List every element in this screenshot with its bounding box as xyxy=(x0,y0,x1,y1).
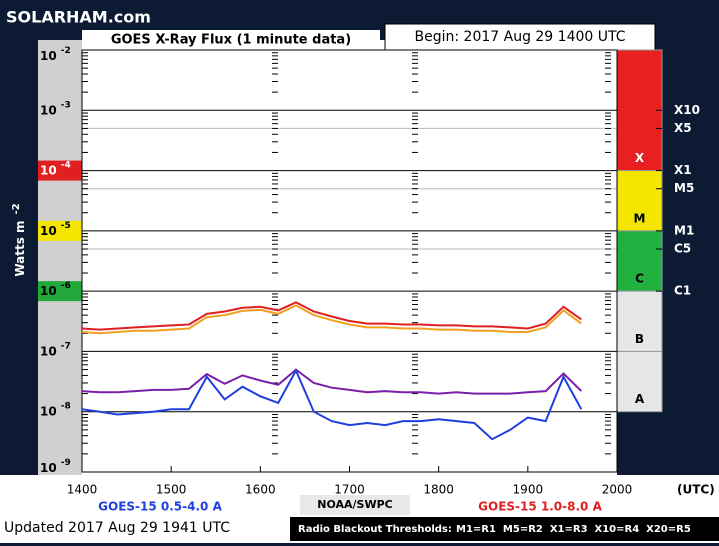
y-tick-label: 10 -9 xyxy=(40,458,71,475)
y-tick-exp: -8 xyxy=(61,401,71,411)
level-label: X10 xyxy=(674,103,700,117)
y-tick-base: 10 xyxy=(40,49,57,63)
y-axis-title: Watts m -2 xyxy=(11,203,27,276)
series-line xyxy=(81,301,582,331)
series-line xyxy=(81,368,583,441)
y-tick-exp: -3 xyxy=(61,100,71,110)
updated: Updated 2017 Aug 29 1941 UTC xyxy=(4,520,230,536)
x-tick-label: 1400 xyxy=(67,483,98,497)
level-label: C1 xyxy=(674,284,691,298)
x-tick-label: 1500 xyxy=(156,483,187,497)
tick-highlight xyxy=(38,281,82,302)
class-label: C xyxy=(635,272,644,286)
legend-entry: GOES-15 1.0-8.0 A xyxy=(478,500,602,514)
begin: Begin: 2017 Aug 29 1400 UTC xyxy=(415,29,626,45)
x-tick-label: 2000 xyxy=(602,483,633,497)
class-label: M xyxy=(634,211,646,225)
y-tick-label: 10 -7 xyxy=(40,341,71,358)
level-label: C5 xyxy=(674,242,691,256)
tick-highlight xyxy=(38,160,82,181)
plot-frame xyxy=(81,49,618,473)
credit: NOAA/SWPC xyxy=(317,498,393,511)
y-tick-exp: -4 xyxy=(61,160,71,170)
y-tick-exp: -2 xyxy=(61,46,71,56)
level-label: X1 xyxy=(674,163,692,177)
y-tick-label: 10 -6 xyxy=(40,281,71,298)
thresholds-text: M1=R1 M5=R2 X1=R3 X10=R4 X20=R5 xyxy=(456,524,691,535)
y-tick-exp: -5 xyxy=(61,220,71,230)
tick-highlight xyxy=(38,220,82,241)
y-tick-base: 10 xyxy=(40,223,57,237)
level-label: M5 xyxy=(674,181,694,195)
y-tick-base: 10 xyxy=(40,404,57,418)
x-tick-label: 1700 xyxy=(334,483,365,497)
class-label: A xyxy=(635,392,645,406)
y-tick-exp: -6 xyxy=(61,281,71,291)
y-tick-exp: -9 xyxy=(61,458,71,468)
level-label: X5 xyxy=(674,121,692,135)
y-tick-label: 10 -5 xyxy=(40,220,71,237)
x-unit: (UTC) xyxy=(677,483,715,497)
plot-area xyxy=(82,40,617,475)
x-tick-label: 1600 xyxy=(245,483,276,497)
class-label: B xyxy=(635,332,644,346)
begin-box xyxy=(384,23,656,51)
left-column xyxy=(38,40,82,475)
y-tick-label: 10 -4 xyxy=(40,160,71,177)
y-tick-base: 10 xyxy=(40,163,57,177)
x-tick-label: 1800 xyxy=(423,483,454,497)
y-label: Watts m xyxy=(13,220,27,276)
thresholds-title: Radio Blackout Thresholds: xyxy=(298,524,452,535)
y-tick-label: 10 -3 xyxy=(40,100,71,117)
y-label-exp: -2 xyxy=(11,203,22,214)
title-box xyxy=(82,30,380,50)
y-tick-base: 10 xyxy=(40,103,57,117)
site: SOLARHAM.com xyxy=(6,8,151,27)
threshold-bar xyxy=(290,517,719,541)
legend-entry: GOES-15 0.5-4.0 A xyxy=(98,500,222,514)
series-line xyxy=(81,304,582,335)
y-tick-base: 10 xyxy=(40,344,57,358)
level-label: M1 xyxy=(674,223,694,237)
y-tick-exp: -7 xyxy=(61,341,71,351)
series-line xyxy=(81,368,583,395)
y-tick-label: 10 -8 xyxy=(40,401,71,418)
y-tick-base: 10 xyxy=(40,461,57,475)
credit-box xyxy=(300,495,410,515)
class-band xyxy=(616,170,663,232)
y-tick-base: 10 xyxy=(40,284,57,298)
class-label: X xyxy=(635,151,645,165)
x-tick-label: 1900 xyxy=(513,483,544,497)
y-tick-label: 10 -2 xyxy=(40,46,71,63)
chart-title: GOES X-Ray Flux (1 minute data) xyxy=(111,33,351,48)
